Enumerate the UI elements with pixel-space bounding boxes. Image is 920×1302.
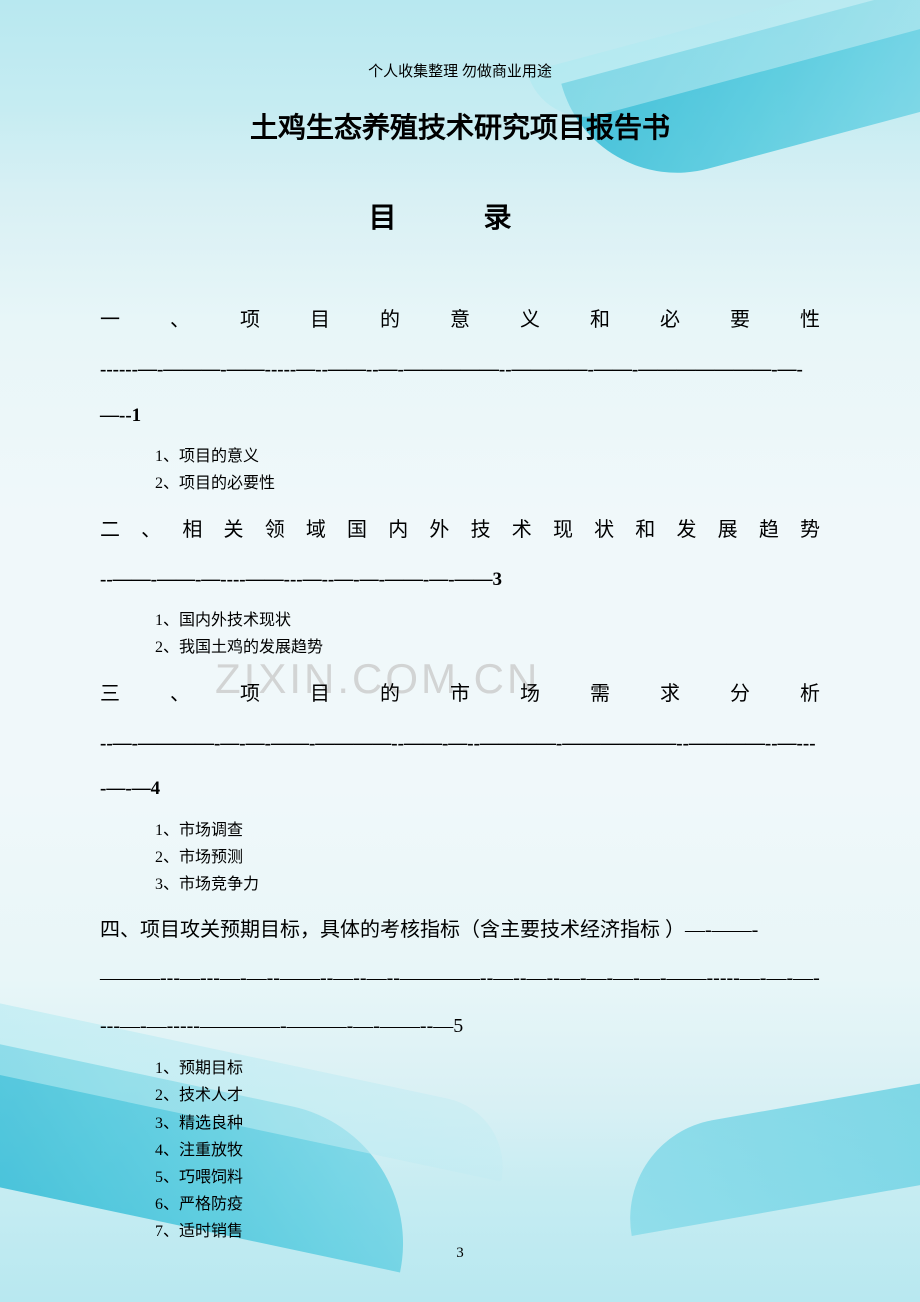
section-4-item-3: 3、精选良种 — [155, 1110, 820, 1137]
section-1-dashes: ------—-———-——-----—--——--—-—————--————-… — [100, 347, 820, 438]
section-3-heading: 三 、 项 目 的 市 场 需 求 分 析 — [100, 670, 820, 718]
section-1-items: 1、项目的意义 2、项目的必要性 — [100, 443, 820, 497]
section-3-item-2: 2、市场预测 — [155, 844, 820, 871]
header-note: 个人收集整理 勿做商业用途 — [100, 60, 820, 81]
section-4-item-2: 2、技术人才 — [155, 1082, 820, 1109]
page-number: 3 — [0, 1245, 920, 1262]
section-4-items: 1、预期目标 2、技术人才 3、精选良种 4、注重放牧 5、巧喂饲料 6、严格防… — [100, 1055, 820, 1245]
section-3-item-1: 1、市场调查 — [155, 817, 820, 844]
section-2-item-2: 2、我国土鸡的发展趋势 — [155, 634, 820, 661]
section-4-item-4: 4、注重放牧 — [155, 1137, 820, 1164]
section-3-item-3: 3、市场竞争力 — [155, 871, 820, 898]
section-4-item-1: 1、预期目标 — [155, 1055, 820, 1082]
document-content: 个人收集整理 勿做商业用途 土鸡生态养殖技术研究项目报告书 目 录 一 、 项 … — [0, 0, 920, 1294]
section-4-item-7: 7、适时销售 — [155, 1218, 820, 1245]
section-2-heading: 二 、 相 关 领 域 国 内 外 技 术 现 状 和 发 展 趋 势 — [100, 506, 820, 554]
section-2-items: 1、国内外技术现状 2、我国土鸡的发展趋势 — [100, 607, 820, 661]
section-2-item-1: 1、国内外技术现状 — [155, 607, 820, 634]
section-4-item-6: 6、严格防疫 — [155, 1191, 820, 1218]
section-1-item-2: 2、项目的必要性 — [155, 470, 820, 497]
document-title: 土鸡生态养殖技术研究项目报告书 — [100, 106, 820, 146]
section-4-item-5: 5、巧喂饲料 — [155, 1164, 820, 1191]
section-1-item-1: 1、项目的意义 — [155, 443, 820, 470]
section-3-items: 1、市场调查 2、市场预测 3、市场竞争力 — [100, 817, 820, 899]
section-3-dashes: --—-————-—-—-——-————--——-—--————-——————-… — [100, 721, 820, 812]
section-4-heading: 四、项目攻关预期目标，具体的考核指标（含主要技术经济指标 ）—-——-———--… — [100, 906, 820, 1050]
section-1-heading: 一 、 项 目 的 意 义 和 必 要 性 — [100, 296, 820, 344]
section-2-dashes: --——-——-—----——---—--—-—-——-—-——3 — [100, 557, 820, 603]
toc-heading: 目 录 — [100, 196, 820, 236]
